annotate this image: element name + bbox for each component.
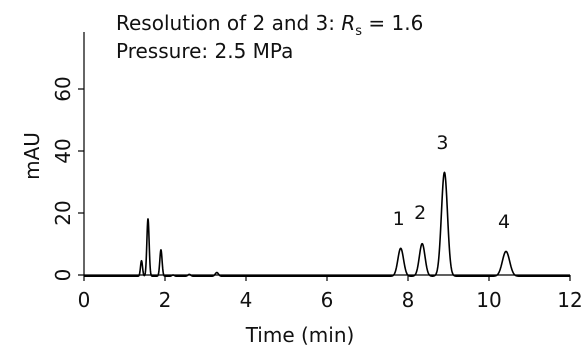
resolution-prefix: Resolution of 2 and 3: — [116, 11, 341, 35]
x-axis-ticks: 0 2 4 6 8 10 12 — [78, 275, 583, 312]
peak-label-2: 2 — [414, 202, 426, 224]
y-tick-label: 60 — [51, 76, 75, 101]
x-tick-label: 12 — [557, 288, 582, 312]
peak-label-4: 4 — [498, 211, 510, 233]
x-tick-label: 6 — [321, 288, 334, 312]
y-tick-label: 20 — [51, 200, 75, 225]
resolution-annotation: Resolution of 2 and 3: Rs = 1.6 — [116, 11, 423, 39]
chromatogram-trace — [83, 171, 571, 278]
peak-labels: 1 2 3 4 — [393, 132, 510, 233]
resolution-suffix: = 1.6 — [362, 11, 423, 35]
resolution-subscript: s — [355, 24, 362, 39]
pressure-annotation: Pressure: 2.5 MPa — [116, 39, 293, 63]
y-tick-label: 0 — [51, 269, 75, 282]
resolution-symbol: R — [341, 11, 355, 35]
x-tick-label: 8 — [402, 288, 415, 312]
x-axis-title: Time (min) — [245, 323, 355, 347]
y-tick-label: 40 — [51, 138, 75, 163]
x-tick-label: 2 — [159, 288, 172, 312]
x-tick-label: 0 — [78, 288, 91, 312]
y-axis-ticks: 0 20 40 60 — [51, 76, 84, 281]
x-tick-label: 10 — [476, 288, 501, 312]
peak-label-1: 1 — [393, 208, 405, 230]
y-axis-title: mAU — [20, 132, 44, 180]
peak-label-3: 3 — [436, 132, 448, 154]
x-tick-label: 4 — [240, 288, 253, 312]
